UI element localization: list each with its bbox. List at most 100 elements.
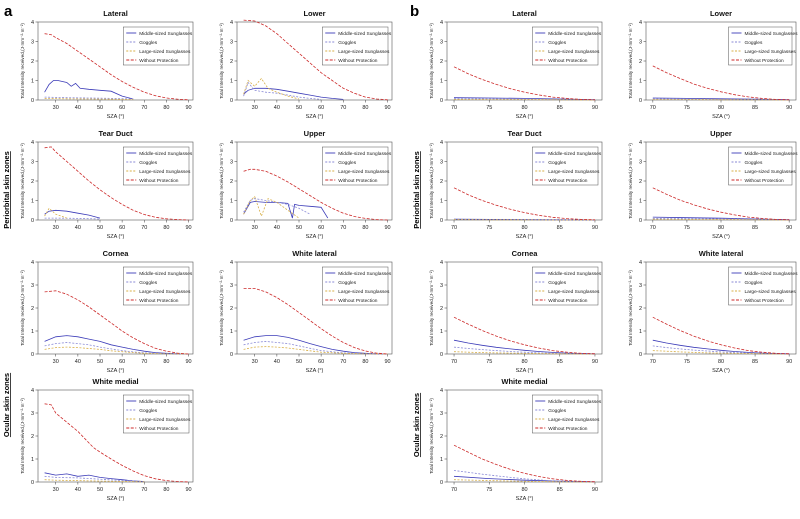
legend-entry: Goggles <box>745 280 763 286</box>
legend-entry: Middle-sized Sunglasses <box>548 31 602 37</box>
legend-entry: Goggles <box>338 40 356 46</box>
x-tick-label: 85 <box>557 359 563 365</box>
x-tick-label: 60 <box>318 105 324 111</box>
y-tick-label: 0 <box>639 218 642 224</box>
y-tick-label: 3 <box>639 160 642 166</box>
x-tick-label: 80 <box>718 359 724 365</box>
y-tick-label: 0 <box>230 352 233 358</box>
chart-title: White medial <box>92 377 138 386</box>
x-tick-label: 80 <box>163 487 169 493</box>
series-line-large-sized-sunglasses <box>652 218 790 221</box>
chart-title: Lower <box>710 9 732 18</box>
series-line-middle-sized-sunglasses <box>44 335 189 355</box>
y-tick-label: 3 <box>230 283 233 289</box>
y-tick-label: 1 <box>230 79 233 85</box>
chart-title: Cornea <box>103 249 130 258</box>
x-tick-label: 75 <box>486 487 492 493</box>
y-tick-label: 2 <box>31 179 34 185</box>
y-tick-label: 1 <box>31 329 34 335</box>
y-tick-label: 1 <box>31 199 34 205</box>
series-line-without-protection <box>453 444 596 483</box>
y-axis-label: Total Intensity received,(J·mm⁻²·m⁻²) <box>429 143 434 219</box>
legend-entry: Without Protection <box>745 178 785 184</box>
y-tick-label: 3 <box>639 40 642 46</box>
y-tick-label: 0 <box>230 218 233 224</box>
x-tick-label: 90 <box>186 487 192 493</box>
x-tick-label: 85 <box>557 225 563 231</box>
legend-entry: Large-sized Sunglasses <box>548 289 600 295</box>
y-tick-label: 2 <box>440 306 443 312</box>
y-tick-label: 2 <box>31 59 34 65</box>
series-line-without-protection <box>44 146 189 221</box>
x-tick-label: 90 <box>786 105 792 111</box>
series-line-large-sized-sunglasses <box>243 77 300 100</box>
x-tick-label: 70 <box>451 359 457 365</box>
y-axis-label: Total Intensity received,(J·mm⁻²·m⁻²) <box>20 143 25 219</box>
y-axis-label: Total Intensity received,(J·mm⁻²·m⁻²) <box>219 23 224 99</box>
legend-entry: Large-sized Sunglasses <box>745 289 797 295</box>
x-axis-label: SZA (°) <box>516 114 534 120</box>
x-tick-label: 70 <box>451 225 457 231</box>
y-tick-label: 1 <box>31 457 34 463</box>
y-tick-label: 3 <box>31 411 34 417</box>
x-axis-label: SZA (°) <box>306 368 324 374</box>
x-tick-label: 80 <box>521 225 527 231</box>
y-tick-label: 3 <box>230 40 233 46</box>
x-tick-label: 70 <box>451 105 457 111</box>
y-tick-label: 2 <box>440 179 443 185</box>
legend-entry: Goggles <box>548 160 566 166</box>
x-tick-label: 70 <box>340 225 346 231</box>
x-tick-label: 30 <box>252 225 258 231</box>
y-tick-label: 2 <box>230 179 233 185</box>
y-tick-label: 1 <box>230 329 233 335</box>
x-tick-label: 80 <box>521 487 527 493</box>
series-line-middle-sized-sunglasses <box>243 335 388 355</box>
x-tick-label: 90 <box>186 359 192 365</box>
y-axis-label: Total Intensity received,(J·mm⁻²·m⁻²) <box>219 270 224 346</box>
y-tick-label: 0 <box>639 98 642 104</box>
legend-entry: Large-sized Sunglasses <box>139 289 191 295</box>
legend-entry: Without Protection <box>338 178 378 184</box>
y-tick-label: 2 <box>440 434 443 440</box>
x-axis-label: SZA (°) <box>306 234 324 240</box>
chart-title: Upper <box>710 129 732 138</box>
x-tick-label: 90 <box>385 359 391 365</box>
legend-entry: Without Protection <box>139 178 179 184</box>
legend-entry: Middle-sized Sunglasses <box>338 151 392 157</box>
y-tick-label: 4 <box>639 20 642 26</box>
x-tick-label: 75 <box>486 359 492 365</box>
legend-entry: Goggles <box>745 160 763 166</box>
x-tick-label: 50 <box>97 105 103 111</box>
x-tick-label: 60 <box>119 225 125 231</box>
y-tick-label: 4 <box>31 20 34 26</box>
series-line-large-sized-sunglasses <box>652 350 790 355</box>
y-tick-label: 2 <box>31 306 34 312</box>
x-tick-label: 70 <box>650 359 656 365</box>
chart-title: Tear Duct <box>507 129 542 138</box>
chart-title: Upper <box>304 129 326 138</box>
x-tick-label: 90 <box>385 105 391 111</box>
chart-title: Lateral <box>512 9 537 18</box>
series-line-goggles <box>44 342 189 355</box>
x-tick-label: 90 <box>592 105 598 111</box>
chart-b-white-lateral: White lateral 0 1 2 3 4 70 75 80 85 90 SZA (°) Total… <box>628 249 798 374</box>
x-axis-label: SZA (°) <box>516 496 534 502</box>
y-axis-label: Total Intensity received,(J·mm⁻²·m⁻²) <box>628 270 633 346</box>
series-line-large-sized-sunglasses <box>243 346 388 355</box>
y-tick-label: 2 <box>230 306 233 312</box>
y-tick-label: 4 <box>440 260 443 266</box>
y-axis-label: Total Intensity received,(J·mm⁻²·m⁻²) <box>628 23 633 99</box>
legend-entry: Large-sized Sunglasses <box>745 49 797 55</box>
x-tick-label: 90 <box>592 487 598 493</box>
zone-label-b-ocular: Ocular skin zones <box>412 393 421 457</box>
legend-entry: Large-sized Sunglasses <box>139 169 191 175</box>
legend-entry: Goggles <box>548 408 566 414</box>
chart-b-lower: Lower 0 1 2 3 4 70 75 80 85 90 SZA (°) Total Intensi… <box>628 9 798 120</box>
y-tick-label: 1 <box>639 79 642 85</box>
legend-entry: Middle-sized Sunglasses <box>745 31 799 37</box>
x-tick-label: 50 <box>296 359 302 365</box>
y-tick-label: 2 <box>639 59 642 65</box>
series-line-without-protection <box>243 168 388 221</box>
series-line-middle-sized-sunglasses <box>453 339 596 355</box>
